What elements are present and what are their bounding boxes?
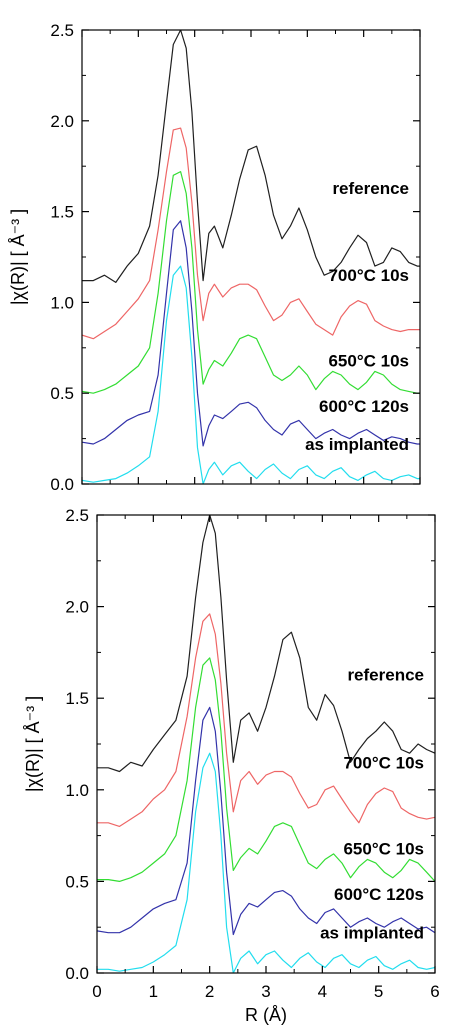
- bottom-panel-x-axis-title: R (Å): [245, 1005, 287, 1025]
- series-line-2: [82, 171, 420, 394]
- bottom-panel-curves: [97, 515, 435, 973]
- bottom-panel-ticks: 0.0 0.5 1.0 1.5 2.0 2.5 0 1 2 3 4 5 6: [65, 506, 439, 1001]
- series-line-2: [97, 657, 435, 882]
- series-line-0: [97, 515, 435, 773]
- y-tick-label: 1.5: [50, 203, 74, 222]
- y-tick-label: 0.5: [65, 872, 89, 891]
- y-tick-label: 0.0: [65, 964, 89, 983]
- series-label-3: 600°C 120s: [334, 885, 424, 904]
- bottom-panel: 0.0 0.5 1.0 1.5 2.0 2.5 0 1 2 3 4 5 6 reference 700°C…: [23, 506, 440, 1025]
- x-tick-label: 5: [374, 982, 383, 1001]
- y-tick-label: 0.5: [50, 384, 74, 403]
- series-label-1: 700°C 10s: [328, 266, 409, 285]
- top-panel: 0.0 0.5 1.0 1.5 2.0 2.5 reference 700°C 10s 650…: [8, 21, 421, 494]
- bottom-panel-series-labels: reference 700°C 10s 650°C 10s 600°C 120s as …: [320, 665, 424, 942]
- series-label-0: reference: [347, 665, 424, 684]
- y-tick-label: 2.5: [65, 506, 89, 525]
- series-label-2: 650°C 10s: [343, 839, 424, 858]
- series-line-3: [82, 220, 420, 447]
- series-label-2: 650°C 10s: [328, 352, 409, 371]
- series-label-3: 600°C 120s: [319, 397, 409, 416]
- y-tick-label: 1.0: [50, 293, 74, 312]
- series-label-4: as implanted: [305, 435, 409, 454]
- x-tick-label: 3: [261, 982, 270, 1001]
- top-panel-y-axis-title: |χ(R)| [ Å⁻³ ]: [8, 209, 28, 305]
- top-panel-series-labels: reference 700°C 10s 650°C 10s 600°C 120s as …: [305, 179, 409, 454]
- x-tick-label: 6: [430, 982, 439, 1001]
- series-line-1: [82, 127, 420, 340]
- x-tick-label: 0: [92, 982, 101, 1001]
- series-line-3: [97, 706, 435, 936]
- bottom-panel-frame: [96, 514, 436, 974]
- y-tick-label: 1.0: [65, 781, 89, 800]
- x-tick-label: 2: [205, 982, 214, 1001]
- series-line-4: [82, 265, 420, 484]
- series-label-4: as implanted: [320, 924, 424, 943]
- bottom-panel-y-axis-title: |χ(R)| [ Å⁻³ ]: [23, 696, 43, 792]
- y-tick-label: 2.0: [65, 598, 89, 617]
- x-tick-label: 4: [318, 982, 327, 1001]
- x-tick-label: 1: [149, 982, 158, 1001]
- series-line-4: [97, 752, 435, 973]
- series-label-0: reference: [332, 179, 409, 198]
- y-tick-label: 2.0: [50, 112, 74, 131]
- y-tick-label: 0.0: [50, 475, 74, 494]
- series-line-1: [97, 613, 435, 827]
- series-label-1: 700°C 10s: [343, 753, 424, 772]
- top-panel-curves: [82, 30, 420, 484]
- top-panel-ticks: 0.0 0.5 1.0 1.5 2.0 2.5: [50, 21, 421, 494]
- y-tick-label: 1.5: [65, 689, 89, 708]
- series-line-0: [82, 30, 420, 283]
- y-tick-label: 2.5: [50, 21, 74, 40]
